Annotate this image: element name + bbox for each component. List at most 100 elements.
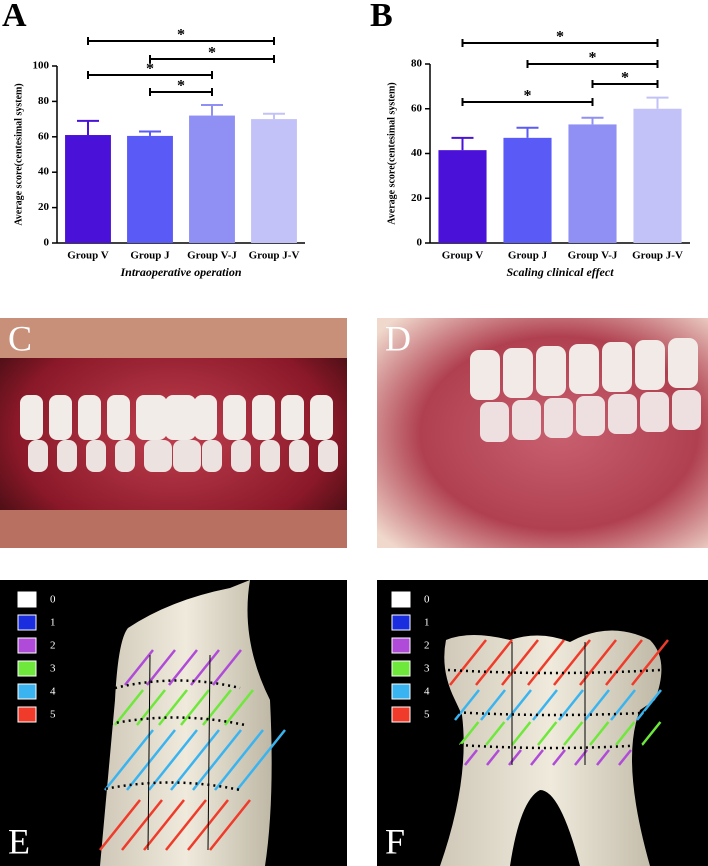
- panel-letter: F: [385, 821, 405, 861]
- zone-stripe: [224, 689, 254, 726]
- legend-label: 0: [424, 594, 430, 606]
- zone-stripe: [148, 729, 198, 791]
- zone-stripe: [530, 749, 544, 766]
- significance-bracket: [87, 71, 213, 79]
- zone-stripe: [104, 729, 154, 791]
- bar: [189, 115, 235, 243]
- tooth: [144, 440, 172, 472]
- zone-stripe: [552, 749, 566, 766]
- bar: [503, 137, 552, 243]
- panel-letter: A: [2, 0, 27, 34]
- legend-label: 5: [424, 709, 430, 721]
- zone-stripe: [537, 721, 558, 746]
- tooth: [202, 440, 222, 472]
- significance-label: *: [524, 88, 532, 105]
- tooth: [49, 395, 72, 440]
- tooth: [318, 440, 338, 472]
- lip: [0, 510, 347, 548]
- zone-divider: [147, 654, 151, 851]
- zone-stripe: [190, 649, 220, 686]
- y-axis-label: Average score(centesimal system): [13, 83, 24, 225]
- zone-stripe: [506, 689, 532, 721]
- legend-swatch: [17, 660, 37, 677]
- zone-stripe: [501, 639, 539, 686]
- zone-stripe: [584, 689, 610, 721]
- zone-stripe: [641, 721, 662, 746]
- zone-stripe: [459, 721, 480, 746]
- zone-stripe: [143, 799, 185, 851]
- tooth: [470, 350, 500, 400]
- significance-bracket: [149, 55, 275, 63]
- tooth: [544, 398, 573, 438]
- zone-stripe: [596, 749, 610, 766]
- zone-stripe: [449, 639, 487, 686]
- zone-stripe: [165, 799, 207, 851]
- x-tick-label: Group J: [130, 250, 170, 262]
- zone-stripe: [158, 689, 188, 726]
- significance-bracket: [461, 39, 659, 47]
- tooth: [576, 396, 605, 436]
- zone-stripe: [508, 749, 522, 766]
- tooth: [569, 344, 599, 394]
- zone-stripe: [236, 729, 286, 791]
- significance-bracket: [87, 37, 275, 45]
- tooth: [289, 440, 309, 472]
- x-tick-label: Group V-J: [187, 250, 237, 262]
- x-tick-label: Group J: [508, 250, 548, 262]
- tooth: [503, 348, 533, 398]
- zone-stripe: [563, 721, 584, 746]
- tooth: [86, 440, 106, 472]
- bar: [127, 135, 173, 243]
- y-tick-label: 0: [44, 237, 50, 249]
- zone-stripe: [480, 689, 506, 721]
- zone-stripe: [114, 689, 144, 726]
- y-tick-label: 80: [38, 95, 50, 107]
- legend-label: 3: [50, 663, 56, 675]
- significance-bracket: [149, 88, 213, 96]
- zone-stripe: [180, 689, 210, 726]
- y-tick-label: 0: [417, 237, 423, 249]
- tooth: [608, 394, 637, 434]
- zone-stripe: [124, 649, 154, 686]
- legend-label: 1: [50, 617, 56, 629]
- tooth: [480, 402, 509, 442]
- x-axis-label: Scaling clinical effect: [506, 265, 614, 279]
- zone-stripe: [126, 729, 176, 791]
- zone-stripe: [209, 799, 251, 851]
- zone-stripe: [214, 729, 264, 791]
- tooth: [231, 440, 251, 472]
- x-tick-label: Group V-J: [568, 250, 618, 262]
- zone-stripe: [558, 689, 584, 721]
- zone-stripe: [631, 639, 669, 686]
- zone-stripe: [168, 649, 198, 686]
- significance-label: *: [621, 70, 629, 87]
- legend-swatch: [17, 614, 37, 631]
- x-tick-label: Group V: [442, 250, 484, 262]
- zone-boundary: [459, 743, 646, 750]
- significance-label: *: [208, 45, 216, 62]
- legend-swatch: [17, 637, 37, 654]
- photos: [0, 318, 708, 866]
- legend-label: 4: [424, 686, 430, 698]
- tooth: [107, 395, 130, 440]
- bar: [568, 124, 617, 243]
- bar: [65, 135, 111, 243]
- y-tick-label: 40: [411, 147, 423, 159]
- x-axis-label: Intraoperative operation: [119, 265, 241, 279]
- panel-letter: B: [370, 0, 393, 34]
- legend-swatch: [391, 683, 411, 700]
- significance-label: *: [177, 78, 185, 95]
- zone-stripe: [486, 749, 500, 766]
- zone-stripe: [605, 639, 643, 686]
- tooth: [635, 340, 665, 390]
- panel-letter: D: [385, 318, 411, 358]
- tooth-e: [100, 580, 272, 866]
- y-axis-label: Average score(centesimal system): [386, 82, 397, 224]
- zone-stripe: [589, 721, 610, 746]
- tooth: [512, 400, 541, 440]
- tooth: [310, 395, 333, 440]
- zone-stripe: [615, 721, 636, 746]
- tooth: [260, 440, 280, 472]
- zone-stripe: [636, 689, 662, 721]
- zone-stripe: [579, 639, 617, 686]
